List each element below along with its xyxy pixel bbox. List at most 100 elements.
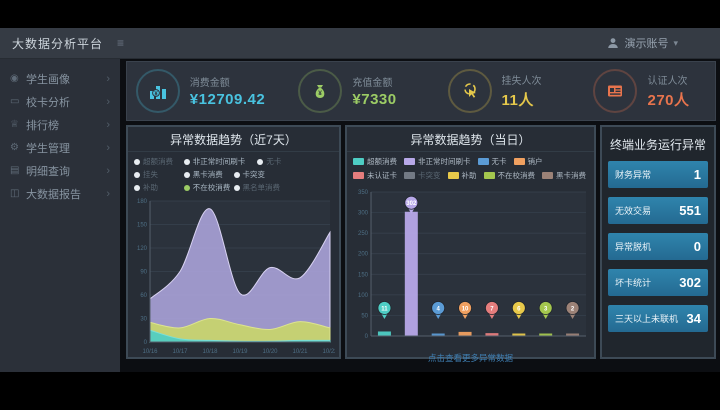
kpi-label: 充值金额 (352, 78, 393, 89)
stat-label: 三天以上未联机 (615, 314, 679, 324)
kpi-strip: ¥ 消费金额 ¥12709.42 ¥ 充值金额 ¥7330 挂失人次 11人 认证人次 270人 (126, 61, 716, 121)
week-legend-item-4[interactable]: 挂失 (134, 169, 184, 180)
menu-toggle-icon[interactable]: ≡ (117, 36, 125, 50)
svg-text:7: 7 (490, 306, 494, 312)
legend-swatch-icon (404, 172, 415, 179)
svg-text:3: 3 (544, 306, 548, 312)
bar-chart-container: 0 50 100 150 200 250 300 350 11 302 4 10 7 6 3 2 (347, 181, 594, 351)
week-legend-item-9[interactable]: 黑名单消费 (233, 182, 284, 193)
week-legend-item-1[interactable]: 超额消费 (134, 156, 184, 167)
kpi-value: ¥12709.42 (189, 91, 266, 108)
chevron-right-icon: › (106, 141, 110, 154)
today-legend-item-8[interactable]: 不在校消费 (483, 170, 535, 181)
svg-text:90: 90 (140, 270, 147, 276)
kpi-label: 消费金额 (189, 78, 230, 89)
main-content: ¥ 消费金额 ¥12709.42 ¥ 充值金额 ¥7330 挂失人次 11人 认证人次 270人 … (120, 59, 720, 372)
today-legend-item-2[interactable]: 非正常时间刷卡 (404, 156, 471, 167)
terminal-stat-2[interactable]: 无效交易 551 (608, 197, 708, 224)
kpi-value: 270人 (647, 92, 690, 109)
terminal-stat-1[interactable]: 财务异常 1 (608, 161, 708, 188)
bar-chart[interactable]: 0 50 100 150 200 250 300 350 11 302 4 10 7 6 3 2 (349, 182, 592, 346)
legend-label: 超额消费 (143, 157, 173, 166)
today-legend-item-3[interactable]: 无卡 (477, 156, 507, 167)
kpi-label: 挂失人次 (501, 76, 542, 87)
week-legend-item-3[interactable]: 无卡 (257, 156, 307, 167)
stat-label: 无效交易 (615, 206, 652, 216)
user-menu[interactable]: 演示账号 ▾ (607, 35, 720, 51)
legend-swatch-icon (542, 172, 553, 179)
pin-bubble (458, 301, 472, 315)
sidebar: ◉ 学生画像 › ▭ 校卡分析 › ♕ 排行榜 › ⚙ 学生管理 › ▤ 明细查询 › ◫ 大数据报告 › (0, 59, 120, 372)
kpi-card-4: 认证人次 270人 (568, 69, 715, 113)
kpi-icon-ring: ¥ (298, 69, 343, 113)
bar-黑卡消费 (566, 333, 580, 336)
kpi-value: 11人 (501, 92, 534, 109)
terminal-stat-list: 财务异常 1 无效交易 551 异常脱机 0 坏卡统计 302 三天以上未联机 34 (608, 161, 708, 332)
terminal-panel-title: 终端业务运行异常 (609, 138, 706, 152)
panel-today-title: 异常数据趋势（当日） (347, 127, 594, 152)
legend-label: 不在校消费 (192, 183, 231, 192)
week-legend-item-7[interactable]: 补助 (134, 182, 184, 193)
sidebar-item-5[interactable]: ▤ 明细查询 › (0, 159, 120, 182)
pin-bubble (431, 301, 446, 315)
pin-bubble (404, 195, 419, 210)
week-legend-item-6[interactable]: 卡突变 (233, 169, 308, 180)
today-legend-item-7[interactable]: 补助 (447, 170, 477, 181)
student-manage-icon: ⚙ (10, 142, 19, 153)
sidebar-item-4[interactable]: ⚙ 学生管理 › (0, 136, 120, 159)
chevron-right-icon: › (106, 72, 110, 85)
sidebar-item-label: 校卡分析 (26, 96, 70, 109)
legend-swatch-icon (404, 158, 415, 165)
chevron-right-icon: › (106, 164, 110, 177)
bar-销户 (458, 331, 472, 336)
panel-week-title: 异常数据趋势（近7天） (128, 127, 339, 152)
kpi-text: 挂失人次 11人 (502, 72, 542, 110)
sidebar-item-1[interactable]: ◉ 学生画像 › (0, 67, 120, 90)
svg-text:¥: ¥ (154, 91, 158, 97)
today-legend-item-9[interactable]: 黑卡消费 (542, 170, 586, 181)
sidebar-item-2[interactable]: ▭ 校卡分析 › (0, 90, 120, 113)
svg-text:10/22: 10/22 (322, 349, 335, 355)
svg-text:0: 0 (144, 340, 148, 346)
stat-value: 0 (693, 239, 701, 254)
kpi-text: 充值金额 ¥7330 (352, 74, 396, 108)
chevron-down-icon: ▾ (673, 37, 678, 48)
today-legend-item-5[interactable]: 未认证卡 (353, 170, 397, 181)
svg-text:¥: ¥ (319, 90, 323, 97)
sidebar-item-3[interactable]: ♕ 排行榜 › (0, 113, 120, 136)
legend-label: 非正常时间刷卡 (418, 157, 471, 166)
stat-label: 坏卡统计 (615, 278, 652, 288)
week-legend-item-2[interactable]: 非正常时间刷卡 (183, 156, 258, 167)
today-legend-item-6[interactable]: 卡突变 (404, 170, 441, 181)
today-legend-item-4[interactable]: 销户 (513, 156, 543, 167)
week-legend-item-5[interactable]: 黑卡消费 (183, 169, 234, 180)
svg-text:6: 6 (517, 306, 521, 312)
svg-text:350: 350 (358, 190, 369, 196)
today-legend: 超额消费 非正常时间刷卡 无卡 销户未认证卡 卡突变 补助 不在校消费 黑卡消费 (347, 152, 594, 181)
svg-text:10/16: 10/16 (142, 349, 158, 355)
bar-不在校消费 (539, 333, 553, 336)
terminal-stat-3[interactable]: 异常脱机 0 (608, 233, 708, 260)
recharge-amount-icon: ¥ (316, 85, 325, 98)
stat-value: 34 (686, 311, 701, 326)
more-data-link[interactable]: 点击查看更多异常数据 (427, 353, 513, 363)
week-legend-item-8[interactable]: 不在校消费 (183, 182, 234, 193)
svg-text:10/21: 10/21 (292, 349, 308, 355)
user-icon (608, 38, 619, 48)
terminal-stat-4[interactable]: 坏卡统计 302 (608, 269, 708, 296)
terminal-stat-5[interactable]: 三天以上未联机 34 (608, 305, 708, 332)
svg-text:200: 200 (358, 252, 369, 258)
legend-swatch-icon (353, 172, 364, 179)
today-legend-item-1[interactable]: 超额消费 (353, 156, 397, 167)
sidebar-item-label: 明细查询 (26, 165, 70, 178)
sidebar-item-6[interactable]: ◫ 大数据报告 › (0, 182, 120, 205)
stat-value: 302 (679, 275, 701, 290)
legend-label: 卡突变 (418, 171, 441, 180)
area-chart[interactable]: 0 30 60 90 120 150 180 10/16 10/17 10/18 10/19 10/2… (130, 195, 338, 358)
panel-trend-week: 异常数据趋势（近7天） 超额消费 非正常时间刷卡 无卡挂失 黑卡消费 卡突变补助 不在校消… (126, 125, 341, 359)
kpi-value: ¥7330 (352, 91, 397, 108)
bigdata-report-icon: ◫ (10, 188, 20, 199)
legend-dot-icon (233, 184, 240, 191)
legend-swatch-icon (447, 172, 459, 179)
kpi-icon-ring: ¥ (135, 69, 180, 113)
